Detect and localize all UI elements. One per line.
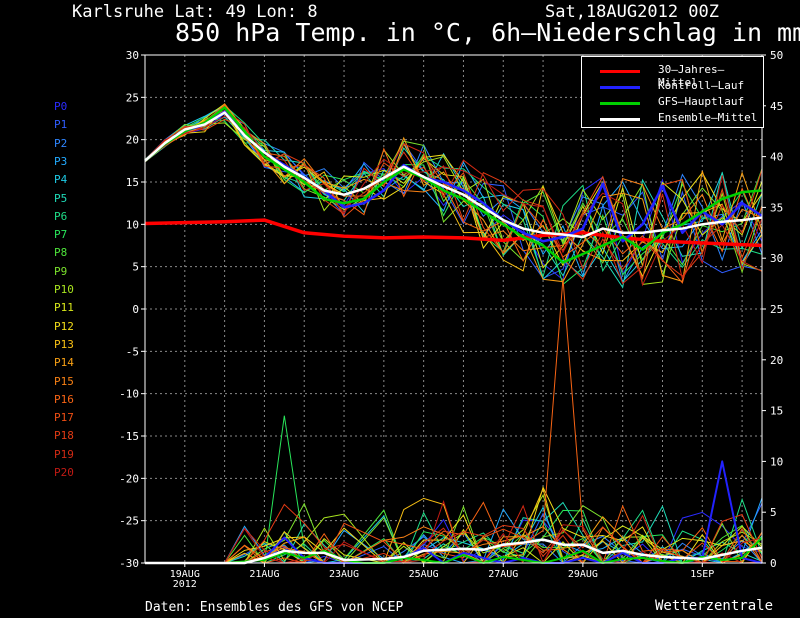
legend-label: Kontroll–Lauf <box>658 79 745 92</box>
x-tick-label: 27AUG <box>488 569 518 580</box>
member-precip-line <box>145 516 763 564</box>
member-label: P15 <box>54 374 74 388</box>
y-left-tick-label: -10 <box>119 388 139 401</box>
series-line <box>144 106 763 264</box>
member-label: P18 <box>54 429 74 443</box>
member-temp-line <box>144 111 763 278</box>
y-left-tick-label: 25 <box>126 91 139 104</box>
member-label: P10 <box>54 283 74 296</box>
series-line <box>144 218 763 248</box>
legend-label: GFS–Hauptlauf <box>658 95 745 108</box>
data-source: Daten: Ensembles des GFS von NCEP <box>145 600 404 615</box>
location-label: Karlsruhe Lat: 49 Lon: 8 <box>72 2 318 22</box>
member-label: P16 <box>54 392 74 406</box>
member-label: P13 <box>54 337 74 351</box>
legend-label: Ensemble–Mittel <box>658 111 758 124</box>
y-right-tick-label: 30 <box>770 252 783 265</box>
legend-item-control-run: Kontroll–Lauf <box>582 79 763 95</box>
member-label: P11 <box>54 301 74 315</box>
y-right-tick-label: 20 <box>770 354 783 367</box>
x-tick-label: 19AUG <box>170 569 200 580</box>
y-left-tick-label: -5 <box>126 345 139 358</box>
x-tick-label: 25AUG <box>409 569 439 580</box>
member-label: P5 <box>54 191 68 205</box>
x-tick-label: 1SEP <box>690 569 714 580</box>
member-label: P0 <box>54 100 68 113</box>
y-left-tick-label: 20 <box>126 134 139 147</box>
chart-title: 850 hPa Temp. in °C, 6h–Niederschlag in … <box>175 18 800 47</box>
y-left-tick-label: -30 <box>119 557 139 570</box>
series-line <box>145 538 763 565</box>
legend-swatch <box>600 118 640 121</box>
member-label: P14 <box>54 356 74 370</box>
brand-label: Wetterzentrale <box>655 598 774 614</box>
member-temp-line <box>144 115 763 287</box>
member-precip-line <box>145 503 763 564</box>
y-right-tick-label: 50 <box>770 49 783 62</box>
legend-swatch <box>600 102 640 105</box>
y-left-tick-label: 30 <box>126 49 139 62</box>
legend-item-ensemble-mean: Ensemble–Mittel <box>582 111 763 127</box>
x-tick-label: 29AUG <box>568 569 598 580</box>
member-label: P9 <box>54 264 68 278</box>
member-label: P1 <box>54 118 68 132</box>
y-left-tick-label: 15 <box>126 176 139 189</box>
member-temp-line <box>144 109 763 272</box>
member-label: P7 <box>54 228 68 242</box>
legend-item-gfs-main-run: GFS–Hauptlauf <box>582 95 763 111</box>
member-precip-line <box>145 278 763 565</box>
series-line <box>145 536 763 564</box>
left-y-axis: 30 25 20 15 10 5 0 -5 -10 -15 -20 -25 -30 <box>119 49 145 570</box>
legend: 30–Jahres–Mittel Kontroll–Lauf GFS–Haupt… <box>581 56 764 128</box>
y-left-tick-label: 0 <box>132 303 139 316</box>
x-tick-label: 21AUG <box>249 569 279 580</box>
ensemble-member-lines <box>144 103 763 565</box>
series-line <box>144 111 763 239</box>
member-label: P19 <box>54 447 74 461</box>
legend-swatch <box>600 86 640 89</box>
y-right-tick-label: 40 <box>770 151 783 164</box>
y-right-tick-label: 0 <box>770 557 777 570</box>
member-label: P4 <box>54 173 68 187</box>
main-series-lines <box>144 106 763 565</box>
member-label: P8 <box>54 246 68 260</box>
y-right-tick-label: 5 <box>770 506 777 519</box>
member-label: P3 <box>54 154 68 168</box>
member-label: P2 <box>54 136 68 150</box>
y-right-tick-label: 25 <box>770 303 783 316</box>
legend-label: 30–Jahres–Mittel <box>658 63 725 89</box>
legend-item-climate-mean: 30–Jahres–Mittel <box>582 63 763 89</box>
y-left-tick-label: 10 <box>126 218 139 231</box>
x-tick-label: 23AUG <box>329 569 359 580</box>
y-right-tick-label: 35 <box>770 201 783 214</box>
member-precip-line <box>145 526 763 564</box>
member-temp-line <box>144 111 763 284</box>
y-right-tick-label: 10 <box>770 455 783 468</box>
member-label: P20 <box>54 466 74 479</box>
member-label: P12 <box>54 319 74 333</box>
y-left-tick-label: -15 <box>119 430 139 443</box>
member-label: P17 <box>54 411 74 425</box>
legend-swatch <box>600 70 640 73</box>
y-right-tick-label: 15 <box>770 405 783 418</box>
y-right-tick-label: 45 <box>770 100 783 113</box>
member-label: P6 <box>54 209 68 223</box>
y-left-tick-label: -20 <box>119 472 139 485</box>
run-date: Sat,18AUG2012 00Z <box>545 2 719 22</box>
y-left-tick-label: 5 <box>132 261 139 274</box>
x-tick-sublabel: 2012 <box>173 579 197 590</box>
y-left-tick-label: -25 <box>119 515 139 528</box>
